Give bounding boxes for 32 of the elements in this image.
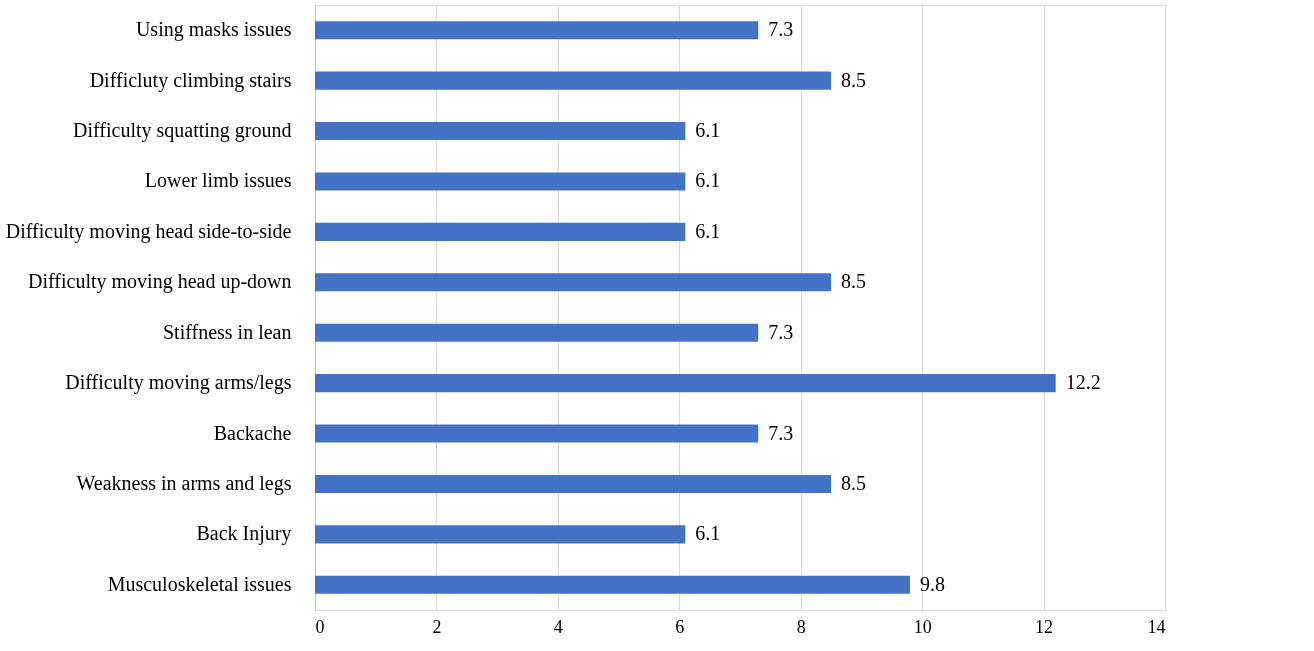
x-tick-label: 8 bbox=[796, 616, 806, 637]
y-tick-label: Using masks issues bbox=[135, 18, 292, 42]
x-tick-label: 2 bbox=[432, 616, 442, 637]
x-tick-label: 4 bbox=[553, 616, 563, 637]
y-tick-label: Difficluty climbing stairs bbox=[89, 68, 292, 92]
data-label: 8.5 bbox=[841, 270, 867, 293]
x-tick-label: 12 bbox=[1035, 616, 1054, 637]
y-tick-label: Lower limb issues bbox=[144, 169, 292, 192]
data-label: 7.3 bbox=[768, 18, 794, 41]
x-tick-label: 10 bbox=[913, 616, 932, 637]
data-label: 8.5 bbox=[841, 471, 867, 494]
y-tick-label: Difficulty moving head side-to-side bbox=[5, 219, 292, 243]
y-tick-label: Musculoskeletal issues bbox=[107, 572, 292, 595]
y-tick-label: Backache bbox=[213, 421, 292, 444]
data-label: 6.1 bbox=[695, 219, 721, 242]
y-tick-label: Difficulty moving arms/legs bbox=[65, 371, 292, 395]
y-tick-label: Stiffness in lean bbox=[162, 320, 292, 343]
data-label: 7.3 bbox=[768, 320, 794, 343]
data-label: 6.1 bbox=[695, 522, 721, 545]
data-label: 7.3 bbox=[768, 421, 794, 444]
data-label: 12.2 bbox=[1065, 371, 1101, 394]
y-tick-label: Difficulty squatting ground bbox=[73, 119, 292, 143]
y-tick-label: Weakness in arms and legs bbox=[76, 471, 292, 495]
x-tick-label: 14 bbox=[1147, 616, 1166, 637]
data-label: 8.5 bbox=[841, 68, 867, 91]
data-label: 6.1 bbox=[695, 119, 721, 142]
x-tick-label: 0 bbox=[315, 616, 325, 637]
y-tick-label: Difficulty moving head up-down bbox=[28, 270, 292, 294]
x-tick-label: 6 bbox=[675, 616, 685, 637]
data-label: 9.8 bbox=[920, 572, 945, 595]
y-tick-label: Back Injury bbox=[196, 522, 292, 546]
data-label: 6.1 bbox=[695, 169, 721, 192]
